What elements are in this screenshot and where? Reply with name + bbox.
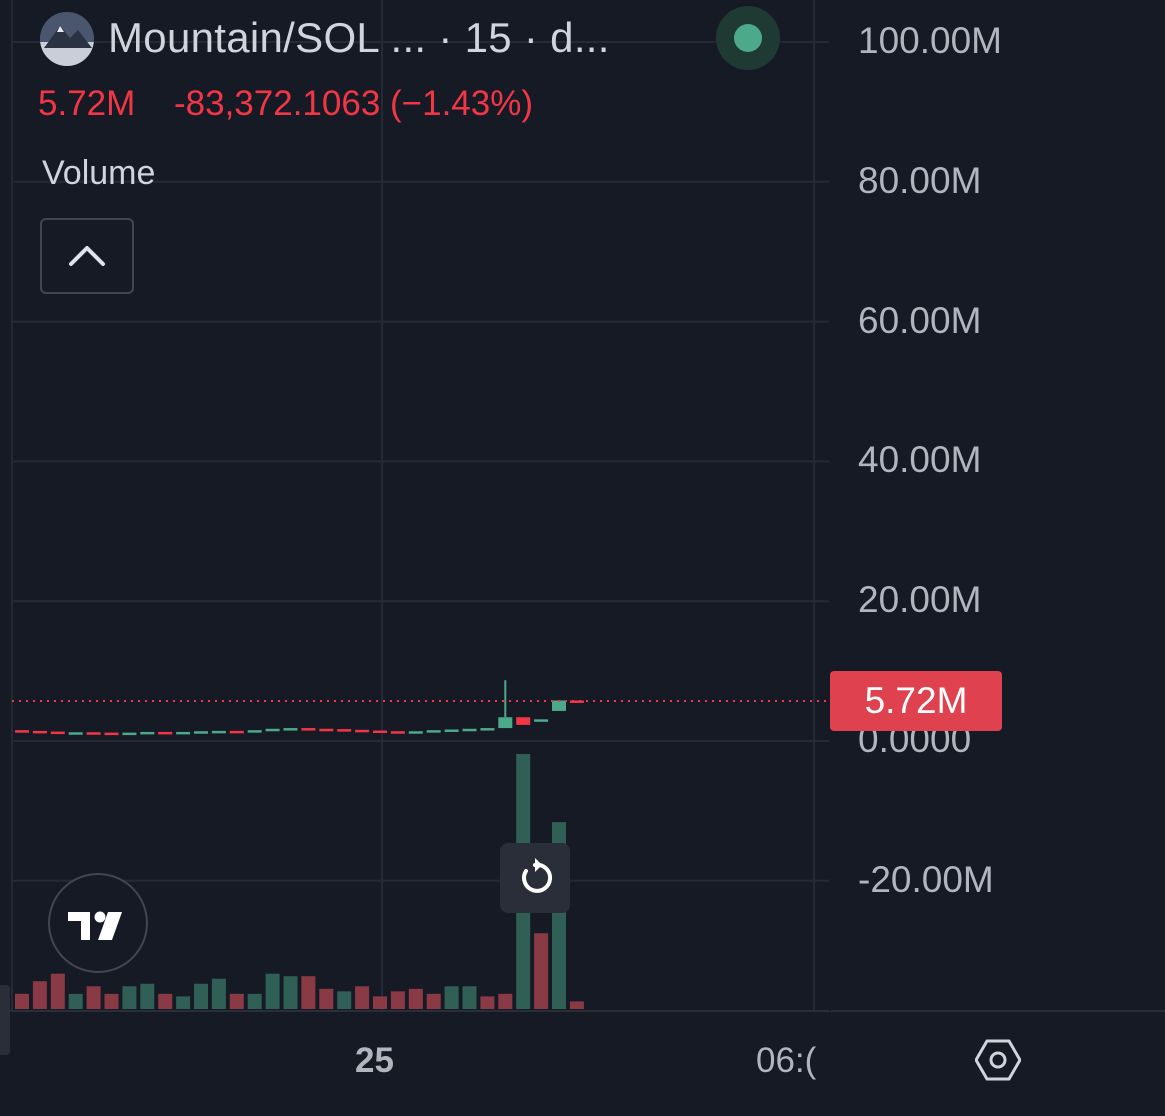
y-axis-tick-label: 40.00M bbox=[858, 439, 982, 481]
volume-bar bbox=[211, 978, 226, 1009]
x-axis-tick-clip: 06:( bbox=[745, 1030, 829, 1090]
last-price-badge-label: 5.72M bbox=[864, 680, 968, 721]
candle bbox=[140, 731, 155, 735]
hexagon-settings-icon[interactable] bbox=[974, 1037, 1022, 1083]
volume-bar bbox=[444, 986, 459, 1009]
indicator-name[interactable]: Volume bbox=[42, 154, 156, 192]
x-axis-tick-label: 25 bbox=[355, 1041, 394, 1080]
candle bbox=[211, 730, 226, 734]
volume-bar bbox=[15, 993, 29, 1009]
volume-bar bbox=[104, 993, 119, 1009]
volume-bar bbox=[498, 993, 513, 1009]
volume-bar bbox=[569, 1001, 584, 1009]
candle bbox=[552, 700, 566, 711]
pane-resize-handle[interactable] bbox=[0, 985, 10, 1055]
x-axis-tick-label: 06:( bbox=[756, 1041, 817, 1080]
candle bbox=[247, 730, 262, 733]
volume-bar bbox=[355, 986, 370, 1009]
candle bbox=[86, 732, 101, 735]
candle bbox=[319, 728, 334, 732]
candle bbox=[373, 730, 387, 734]
volume-bar bbox=[122, 986, 137, 1009]
y-axis-tick-label: 80.00M bbox=[858, 159, 982, 201]
candle bbox=[390, 731, 405, 734]
volume-bar bbox=[247, 993, 262, 1009]
collapse-legend-button[interactable] bbox=[40, 218, 134, 294]
candle bbox=[462, 728, 477, 732]
reset-rotate-icon bbox=[522, 858, 553, 893]
mountain-avatar-icon bbox=[40, 12, 94, 66]
candle bbox=[194, 731, 208, 734]
candle bbox=[283, 728, 298, 731]
volume-bar bbox=[534, 933, 549, 1009]
volume-bar bbox=[301, 976, 316, 1009]
candle bbox=[337, 729, 352, 732]
candle bbox=[15, 730, 29, 733]
volume-bar bbox=[68, 993, 83, 1009]
volume-bar bbox=[50, 973, 65, 1009]
candle bbox=[176, 731, 191, 735]
volume-bar bbox=[426, 993, 441, 1009]
y-axis-tick-label: -20.00M bbox=[858, 858, 994, 900]
candle bbox=[408, 731, 423, 734]
volume-bar bbox=[86, 986, 101, 1009]
candle bbox=[50, 731, 65, 735]
candle bbox=[426, 730, 441, 733]
candle bbox=[229, 730, 244, 734]
last-value: 5.72M bbox=[38, 84, 136, 123]
volume-bar bbox=[390, 991, 405, 1009]
volume-bar bbox=[283, 976, 298, 1009]
volume-bar bbox=[229, 993, 244, 1009]
last-price-badge: 5.72M bbox=[830, 671, 1002, 731]
volume-bar bbox=[140, 983, 155, 1009]
volume-bar bbox=[462, 986, 477, 1009]
candle bbox=[480, 728, 495, 731]
volume-bar bbox=[194, 983, 208, 1009]
volume-bar bbox=[373, 996, 387, 1009]
volume-bar bbox=[32, 981, 47, 1009]
volume-bar bbox=[265, 973, 280, 1009]
candle bbox=[498, 717, 513, 729]
y-axis-tick-label: 100.00M bbox=[858, 20, 1002, 61]
market-status-dot bbox=[734, 24, 762, 52]
symbol-title[interactable]: Mountain/SOL ... · 15 · d... bbox=[108, 14, 610, 61]
y-axis-tick-label: 20.00M bbox=[858, 579, 982, 621]
candle bbox=[301, 728, 316, 731]
volume-bar bbox=[319, 988, 334, 1009]
volume-bar bbox=[176, 996, 191, 1009]
candle bbox=[32, 730, 47, 734]
reset-chart-button[interactable] bbox=[500, 843, 570, 913]
candle bbox=[569, 700, 584, 703]
candle bbox=[516, 717, 531, 725]
volume-bar bbox=[408, 988, 423, 1009]
candle bbox=[158, 731, 173, 735]
candle bbox=[534, 719, 549, 722]
change-value: -83,372.1063 (−1.43%) bbox=[174, 84, 534, 123]
tradingview-logo-icon[interactable] bbox=[48, 873, 148, 973]
candle bbox=[122, 732, 137, 736]
candle bbox=[444, 729, 459, 732]
candle bbox=[104, 732, 119, 736]
volume-bar bbox=[158, 993, 173, 1009]
volume-bar bbox=[480, 996, 495, 1009]
candle bbox=[265, 728, 280, 732]
chevron-up-icon bbox=[69, 246, 105, 266]
volume-bar bbox=[337, 991, 352, 1009]
y-axis-tick-label: 60.00M bbox=[858, 299, 982, 341]
candle bbox=[68, 732, 83, 735]
candle bbox=[355, 729, 370, 733]
